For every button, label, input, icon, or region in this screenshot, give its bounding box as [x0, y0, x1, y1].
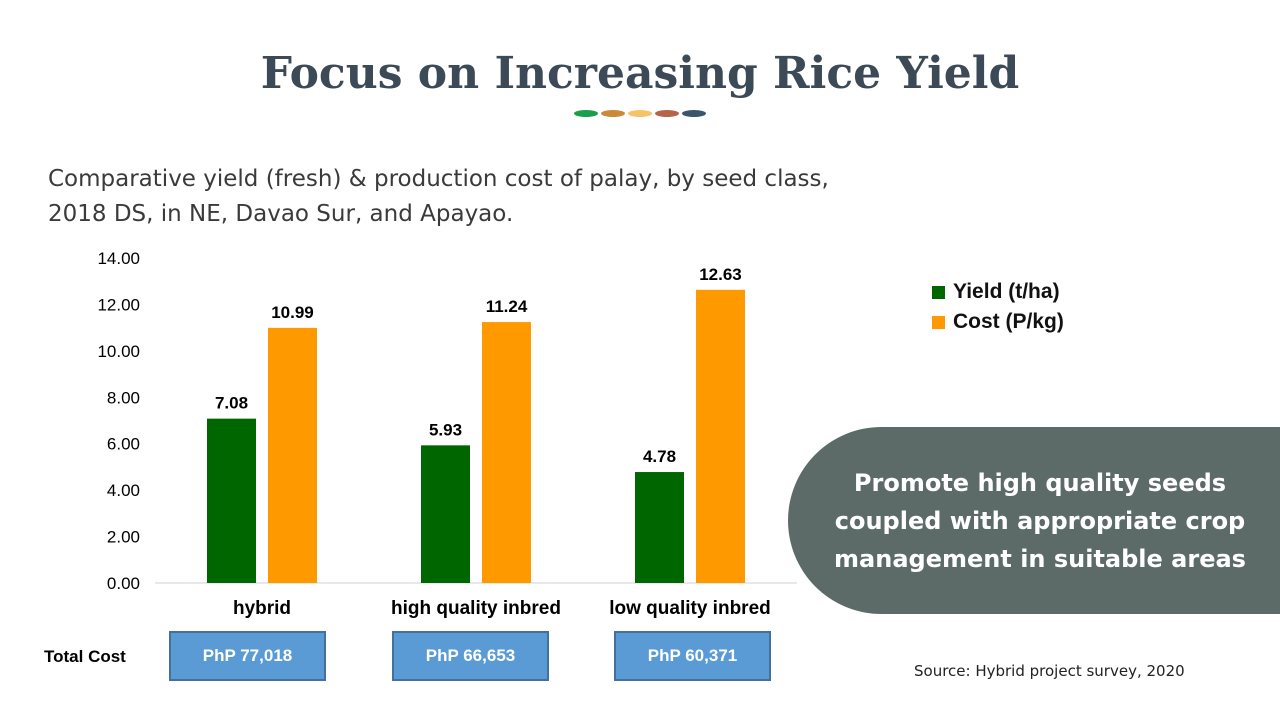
y-tick-label: 14.00: [97, 249, 140, 268]
legend-label-yield: Yield (t/ha): [953, 280, 1060, 303]
callout-line-3: management in suitable areas: [834, 544, 1246, 573]
decor-dot: [628, 110, 652, 117]
decor-dot: [682, 110, 706, 117]
data-label: 7.08: [215, 394, 248, 413]
bar-cost: [268, 327, 317, 583]
chart-legend: Yield (t/ha) Cost (P/kg): [932, 277, 1064, 337]
legend-item-cost: Cost (P/kg): [932, 307, 1064, 337]
y-tick-label: 12.00: [97, 295, 140, 314]
callout-line-2: coupled with appropriate crop: [834, 506, 1246, 535]
y-tick-label: 4.00: [107, 481, 140, 500]
recommendation-callout: Promote high quality seeds coupled with …: [788, 427, 1280, 614]
data-label: 10.99: [271, 303, 314, 322]
chart-subtitle: Comparative yield (fresh) & production c…: [48, 162, 848, 232]
bar-yield: [635, 472, 684, 583]
bar-yield: [207, 418, 256, 583]
x-category-label: hybrid: [233, 598, 291, 619]
subtitle-line-1: Comparative yield (fresh) & production c…: [48, 166, 829, 192]
subtitle-line-2: 2018 DS, in NE, Davao Sur, and Apayao.: [48, 201, 514, 227]
x-category-label: high quality inbred: [391, 598, 561, 619]
callout-line-1: Promote high quality seeds: [853, 468, 1227, 497]
total-cost-high-quality-inbred: PhP 66,653: [392, 631, 549, 681]
legend-item-yield: Yield (t/ha): [932, 277, 1064, 307]
bar-cost: [696, 289, 745, 583]
title-decoration: [574, 110, 710, 118]
page-title: Focus on Increasing Rice Yield: [260, 48, 1020, 99]
y-tick-label: 10.00: [97, 342, 140, 361]
legend-swatch-cost: [932, 315, 945, 329]
source-note: Source: Hybrid project survey, 2020: [914, 662, 1185, 680]
decor-dot: [574, 110, 598, 117]
decor-dot: [655, 110, 679, 117]
y-tick-label: 6.00: [107, 435, 140, 454]
data-label: 5.93: [429, 420, 462, 439]
legend-label-cost: Cost (P/kg): [953, 310, 1064, 333]
y-tick-label: 0.00: [107, 574, 140, 593]
data-label: 11.24: [486, 297, 528, 316]
bar-yield: [421, 445, 470, 583]
legend-swatch-yield: [932, 285, 945, 299]
y-tick-label: 2.00: [107, 528, 140, 547]
data-label: 4.78: [643, 447, 676, 466]
callout-text: Promote high quality seeds coupled with …: [820, 464, 1260, 578]
y-tick-label: 8.00: [107, 388, 140, 407]
total-cost-hybrid: PhP 77,018: [169, 631, 326, 681]
bar-cost: [482, 322, 531, 583]
total-cost-label: Total Cost: [44, 647, 126, 666]
x-category-label: low quality inbred: [609, 598, 771, 619]
decor-dot: [601, 110, 625, 117]
total-cost-low-quality-inbred: PhP 60,371: [614, 631, 771, 681]
data-label: 12.63: [699, 265, 742, 284]
